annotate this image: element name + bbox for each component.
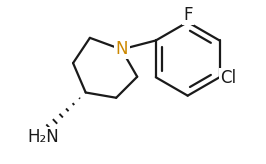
- Text: N: N: [116, 40, 128, 58]
- Text: Cl: Cl: [220, 69, 236, 87]
- Text: H₂N: H₂N: [27, 128, 59, 146]
- Text: F: F: [183, 6, 192, 24]
